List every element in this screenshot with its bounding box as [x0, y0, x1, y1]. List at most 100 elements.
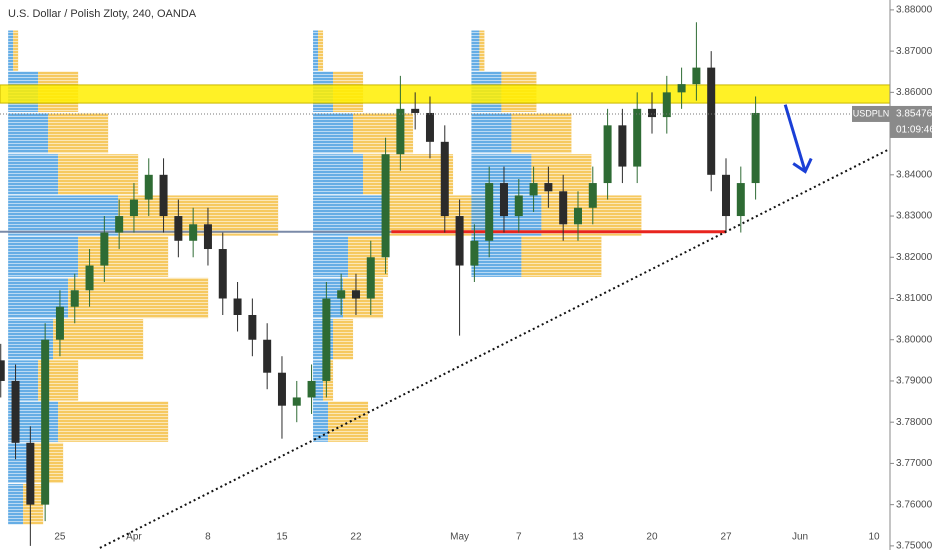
candle-body: [425, 112, 434, 142]
candle-body: [11, 380, 20, 443]
profile-stripes: [8, 401, 169, 442]
y-tick-label: 3.78000: [896, 417, 932, 428]
symbol-tag-bg: [852, 105, 890, 122]
candle-body: [115, 216, 124, 233]
x-tick-label: 20: [646, 532, 658, 543]
x-tick-label: 25: [54, 532, 66, 543]
candle-body: [470, 240, 479, 266]
candle-body: [85, 265, 94, 291]
candle-body: [55, 306, 64, 340]
candle-body: [322, 298, 331, 381]
chart-title: U.S. Dollar / Polish Zloty, 240, OANDA: [8, 8, 197, 20]
candle-body: [396, 108, 405, 155]
y-tick-label: 3.86000: [896, 87, 932, 98]
candle-body: [692, 67, 701, 85]
arrow-head: [792, 157, 813, 174]
plot-area: [0, 22, 891, 549]
candle-body: [263, 339, 272, 373]
candle-body: [174, 216, 183, 241]
price-tag: 3.85476: [896, 109, 932, 120]
profile-stripes: [8, 277, 209, 319]
y-tick-label: 3.79000: [896, 376, 932, 387]
profile-stripes: [471, 30, 485, 71]
candle-body: [26, 442, 35, 505]
x-tick-label: 15: [276, 532, 288, 543]
candle-body: [751, 112, 760, 184]
candle-body: [588, 183, 597, 208]
candle-body: [189, 224, 198, 241]
candle-body: [722, 174, 731, 217]
profile-stripes: [471, 112, 572, 154]
countdown: 01:09:46: [896, 125, 932, 136]
resistance-zone: [0, 84, 891, 104]
y-tick-label: 3.75000: [896, 541, 932, 550]
price-tag-bg: [890, 105, 932, 138]
candle-body: [707, 67, 716, 175]
y-tick-label: 3.87000: [896, 46, 932, 57]
candle-body: [544, 183, 553, 192]
y-tick-label: 3.76000: [896, 499, 932, 510]
candle-body: [100, 232, 109, 266]
candle-body: [736, 183, 745, 217]
candle-body: [411, 108, 420, 113]
candle-body: [514, 195, 523, 217]
candle-body: [381, 154, 390, 258]
candle-body: [366, 257, 375, 299]
candle-body: [203, 224, 212, 250]
y-tick-label: 3.84000: [896, 169, 932, 180]
candle-body: [144, 174, 153, 200]
profile-stripes: [8, 319, 144, 360]
candle-body: [603, 125, 612, 184]
x-tick-label: 27: [720, 532, 732, 543]
profile-stripes: [8, 154, 139, 195]
price-axis: [890, 0, 932, 550]
profile-stripes: [313, 236, 389, 277]
profile-stripes: [313, 401, 369, 442]
candle-body: [455, 216, 464, 266]
candle-body: [351, 290, 360, 299]
profile-stripes: [8, 30, 19, 71]
x-tick-label: 22: [350, 532, 362, 543]
profile-stripes: [471, 236, 602, 277]
profile-stripes: [8, 112, 109, 154]
candle-body: [129, 199, 138, 217]
candle-body: [662, 92, 671, 118]
candle-body: [277, 372, 286, 406]
candle-body: [218, 249, 227, 299]
x-tick-label: 8: [205, 532, 211, 543]
profile-stripes: [8, 442, 64, 484]
y-tick-label: 3.80000: [896, 334, 932, 345]
candle-body: [70, 290, 79, 307]
x-tick-label: Apr: [126, 532, 142, 543]
profile-stripes: [313, 195, 494, 236]
profile-stripes: [471, 195, 642, 236]
candle-body: [529, 183, 538, 196]
candle-body: [633, 108, 642, 167]
candle-body: [233, 298, 242, 315]
candle-body: [0, 360, 5, 381]
arrow-shaft: [783, 104, 807, 172]
candle-body: [440, 141, 449, 217]
candle-body: [618, 125, 627, 167]
y-tick-label: 3.77000: [896, 458, 932, 469]
profile-stripes: [313, 30, 324, 71]
candle-body: [292, 397, 301, 406]
candle-body: [677, 84, 686, 93]
candle-body: [499, 183, 508, 217]
candle-body: [159, 174, 168, 217]
y-tick-label: 3.81000: [896, 293, 932, 304]
x-tick-label: May: [450, 532, 469, 543]
candle-body: [485, 183, 494, 241]
profile-stripes: [8, 484, 44, 525]
candle-body: [248, 314, 257, 340]
candle-body: [573, 207, 582, 225]
candle-body: [307, 380, 316, 398]
profile-stripes: [313, 319, 354, 360]
candle-body: [647, 108, 656, 118]
x-tick-label: 13: [572, 532, 584, 543]
candle-body: [559, 191, 568, 225]
y-tick-label: 3.88000: [896, 5, 932, 16]
x-tick-label: 10: [868, 532, 880, 543]
x-tick-label: 7: [516, 532, 522, 543]
